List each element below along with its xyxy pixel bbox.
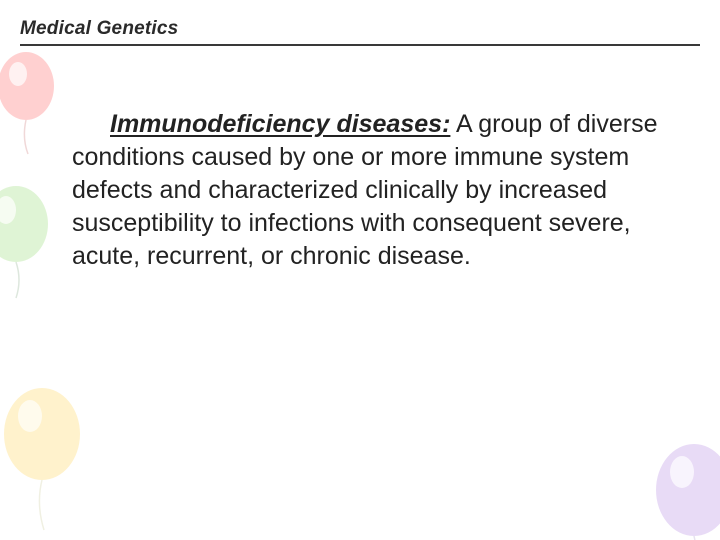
balloon-red	[0, 50, 56, 160]
header-title: Medical Genetics	[20, 18, 700, 40]
balloon-green	[0, 184, 52, 304]
definition-term: Immunodeficiency diseases:	[110, 110, 450, 138]
balloon-purple	[654, 442, 720, 540]
slide-header: Medical Genetics	[20, 18, 700, 46]
slide-body-text: Immunodeficiency diseases: A group of di…	[72, 108, 660, 273]
header-rule	[20, 44, 700, 46]
balloon-yellow	[2, 386, 86, 536]
